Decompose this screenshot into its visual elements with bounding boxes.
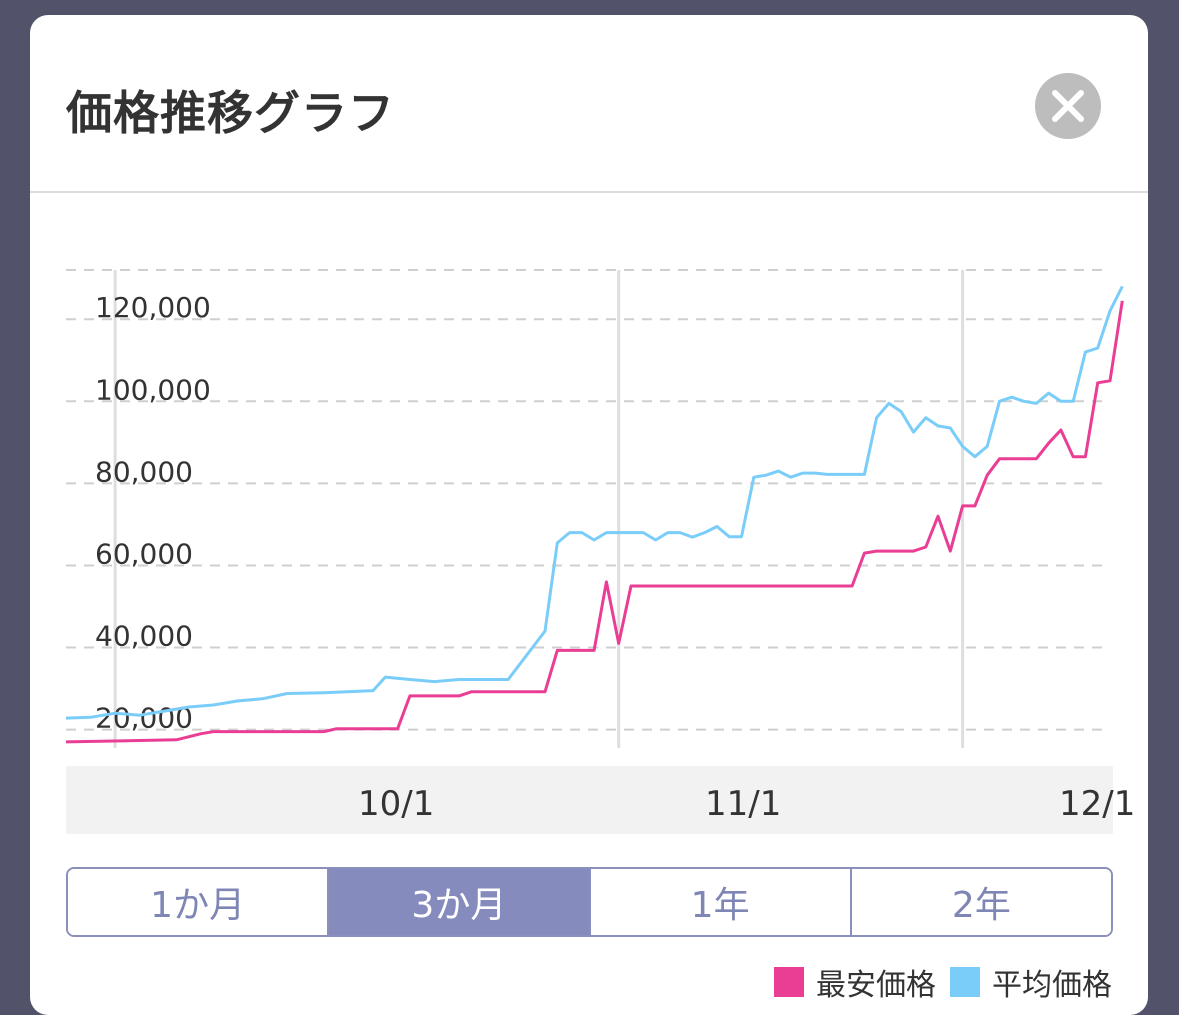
chart-legend: 最安価格 平均価格	[774, 960, 1112, 1004]
x-tick-label: 10/1	[358, 784, 434, 824]
y-tick-label: 40,000	[95, 620, 193, 653]
y-tick-label: 100,000	[95, 373, 211, 406]
price-graph-modal: 価格推移グラフ 20,000 40,000 60,000 80,000 100,000 1…	[30, 15, 1148, 1015]
legend-swatch-average	[950, 967, 980, 997]
tab-1-year[interactable]: 1年	[590, 869, 852, 935]
legend-label-lowest: 最安価格	[816, 968, 936, 1003]
tab-3-months[interactable]: 3か月	[329, 869, 591, 935]
y-tick-label: 120,000	[95, 291, 211, 324]
period-tabs: 1か月 3か月 1年 2年	[66, 867, 1113, 937]
y-tick-label: 20,000	[95, 702, 193, 735]
modal-title: 価格推移グラフ	[66, 86, 395, 140]
modal-header: 価格推移グラフ	[30, 15, 1148, 193]
legend-item-average: 平均価格	[950, 960, 1112, 1004]
y-tick-label: 60,000	[95, 537, 193, 570]
legend-item-lowest: 最安価格	[774, 960, 936, 1004]
legend-swatch-lowest	[774, 967, 804, 997]
series-line-lowest	[65, 300, 1124, 744]
legend-label-average: 平均価格	[992, 968, 1112, 1003]
close-icon	[1052, 90, 1084, 122]
x-axis-band	[66, 766, 1113, 834]
tab-2-years[interactable]: 2年	[851, 869, 1111, 935]
y-tick-label: 80,000	[95, 455, 193, 488]
close-button[interactable]	[1035, 73, 1101, 139]
x-tick-label: 12/1	[1059, 784, 1135, 824]
price-chart: 20,000 40,000 60,000 80,000 100,000 120,000 10…	[65, 269, 1135, 824]
x-tick-label: 11/1	[705, 784, 781, 824]
tab-1-month[interactable]: 1か月	[68, 869, 330, 935]
series-line-average	[65, 285, 1124, 720]
